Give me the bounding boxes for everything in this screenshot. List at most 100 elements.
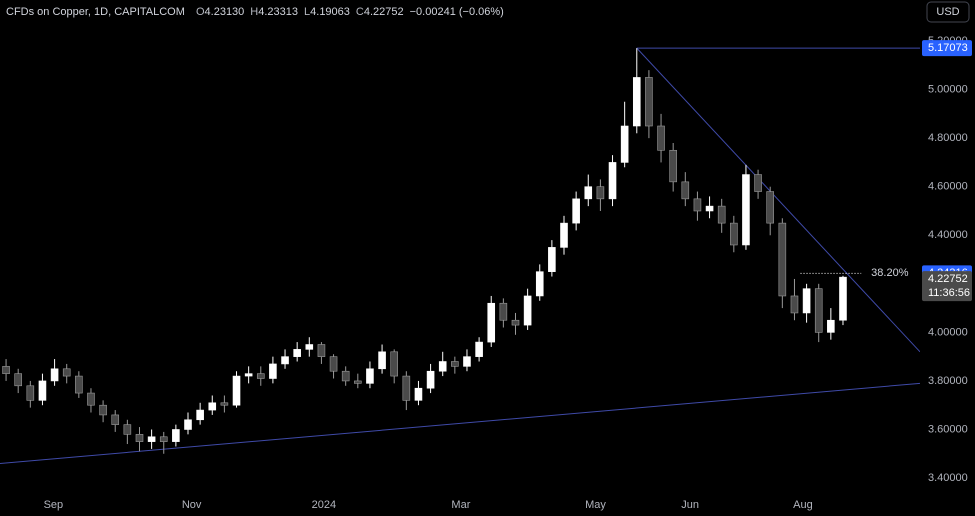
candle-body xyxy=(366,368,374,384)
candle-body xyxy=(341,370,350,382)
candle-body xyxy=(354,380,362,384)
plot-area: Sep Nov 2024 Mar May Jun Aug 38.20% xyxy=(0,47,921,511)
candle-body xyxy=(754,174,762,192)
countdown: 11:36:56 xyxy=(928,287,970,299)
candle-body xyxy=(814,288,823,333)
candle-body xyxy=(269,363,277,379)
candle-body xyxy=(135,434,144,442)
candle-body xyxy=(523,295,532,326)
x-tick-label: May xyxy=(585,499,606,511)
x-tick-label: 2024 xyxy=(312,499,336,511)
candle-body xyxy=(38,380,47,401)
candle-body xyxy=(244,373,253,377)
candle-body xyxy=(802,288,811,314)
candle-body xyxy=(657,125,665,151)
y-tick-label: 4.40000 xyxy=(928,229,968,241)
fib-label: 38.20% xyxy=(871,267,909,279)
candle-body xyxy=(414,387,423,401)
candle-body xyxy=(839,276,847,321)
x-tick-label: Jun xyxy=(681,499,699,511)
candle-body xyxy=(402,375,411,401)
candle-body xyxy=(293,349,301,357)
candle-body xyxy=(426,370,435,389)
ohlc-label: H xyxy=(250,6,258,18)
ohlc-value: 4.23130 xyxy=(205,6,245,18)
candle-body xyxy=(26,385,35,401)
ohlc-label: O xyxy=(196,6,205,18)
y-tick-label: 4.80000 xyxy=(928,132,968,144)
candle-body xyxy=(730,222,738,246)
ohlc-label: L xyxy=(304,6,310,18)
y-tick-label: 3.40000 xyxy=(928,472,968,484)
ohlc-label: C xyxy=(356,6,364,18)
candle-body xyxy=(196,409,204,421)
high-tag-bg xyxy=(922,40,972,57)
last-price: 4.22752 xyxy=(928,273,968,285)
candle-body xyxy=(511,319,520,326)
candle-body xyxy=(451,361,459,367)
y-tick-label: 4.00000 xyxy=(928,326,968,338)
currency-button[interactable] xyxy=(926,1,970,23)
candle-body xyxy=(62,368,71,377)
chart-title: CFDs on Copper, 1D, CAPITALCOM xyxy=(6,6,185,18)
candle-body xyxy=(172,429,180,442)
candle-body xyxy=(305,344,314,350)
candle-body xyxy=(681,181,690,200)
candle-body xyxy=(2,366,10,374)
candle-body xyxy=(317,344,326,357)
candle-body xyxy=(693,198,702,212)
candle-body xyxy=(329,356,338,372)
last-price-bg xyxy=(922,271,972,302)
candle-body xyxy=(50,368,59,382)
candle-body xyxy=(778,222,787,297)
ohlc-value: 4.22752 xyxy=(364,6,404,18)
change: −0.00241 (−0.06%) xyxy=(410,6,504,18)
candle-body xyxy=(632,77,641,127)
candle-body xyxy=(87,392,95,406)
candle-body xyxy=(378,351,386,370)
candle-body xyxy=(535,271,544,297)
candle-body xyxy=(475,341,483,357)
ohlc-values: O4.23130 H4.23313 L4.19063 C4.22752 −0.00241… xyxy=(196,6,504,18)
candle-body xyxy=(742,174,750,246)
candle-body xyxy=(208,402,217,411)
candle-body xyxy=(256,373,265,379)
candle-body xyxy=(596,186,605,200)
currency[interactable]: USD xyxy=(936,6,959,18)
candle-body xyxy=(572,198,580,224)
candle-body xyxy=(620,125,629,163)
candle-body xyxy=(99,404,107,416)
price-axis: 3.400003.600003.800004.000004.200004.400… xyxy=(920,0,975,516)
x-tick-label: Mar xyxy=(451,499,470,511)
candle-body xyxy=(790,295,799,314)
candle-body xyxy=(184,419,192,430)
y-tick-label: 3.80000 xyxy=(928,375,968,387)
high-tag: 5.17073 xyxy=(928,42,968,54)
axis-background xyxy=(920,0,975,516)
candle-body xyxy=(669,149,677,183)
y-tick-label: 3.60000 xyxy=(928,423,968,435)
candle-body xyxy=(499,302,508,321)
candle-body xyxy=(487,302,496,343)
candle-body xyxy=(766,191,775,224)
ohlc-value: 4.19063 xyxy=(310,6,350,18)
candle-body xyxy=(717,205,726,224)
candle-body xyxy=(232,375,241,406)
candle-body xyxy=(159,436,168,442)
candle-body xyxy=(14,373,22,387)
candle-body xyxy=(281,356,289,365)
trend-line xyxy=(0,382,921,464)
candle-body xyxy=(123,424,132,435)
candle-body xyxy=(608,162,617,200)
candle-body xyxy=(220,402,229,406)
candle-body xyxy=(75,375,83,394)
x-tick-label: Sep xyxy=(44,499,64,511)
ohlc-value: 4.23313 xyxy=(258,6,298,18)
candle-body xyxy=(560,222,568,248)
candle-body xyxy=(463,356,471,367)
x-tick-label: Aug xyxy=(793,499,813,511)
candle-body xyxy=(705,205,714,212)
candle-body xyxy=(390,351,398,377)
